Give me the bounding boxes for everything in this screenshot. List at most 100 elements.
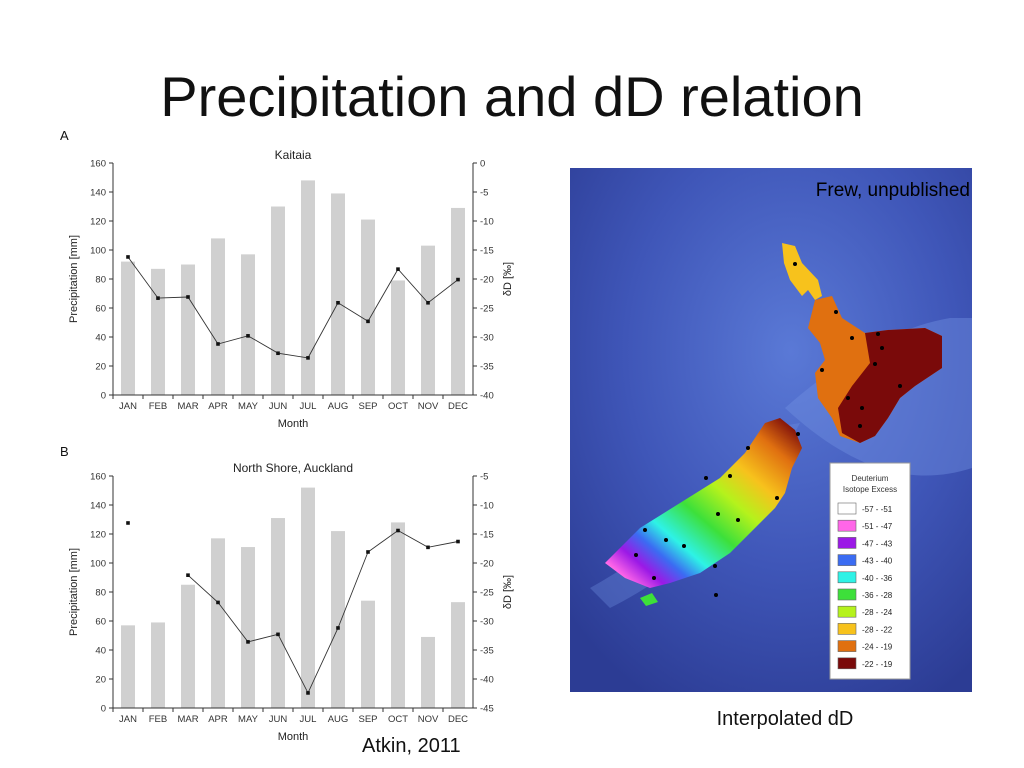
chart-a-xtick-label: JUN: [269, 401, 288, 412]
chart-b-xlabel: Month: [278, 731, 309, 743]
chart-b-xtick-label: JAN: [119, 714, 137, 725]
chart-b-dD-point-dec: [456, 539, 460, 544]
chart-a-bar-jul: [301, 180, 315, 395]
chart-a-y2tick-label: -10: [480, 217, 494, 228]
chart-b-dD-point-apr: [216, 600, 220, 605]
chart-b-ytick-label: 60: [95, 617, 106, 628]
chart-b-ytick-label: 80: [95, 588, 106, 599]
legend-label: -51 - -47: [862, 522, 893, 531]
chart-b-bar-jan: [121, 625, 135, 708]
chart-b-y2tick-label: -15: [480, 530, 494, 541]
chart-b-ytick-label: 160: [90, 472, 106, 483]
chart-a-y2tick-label: -20: [480, 275, 494, 286]
legend-label: -22 - -19: [862, 660, 893, 669]
chart-b-y2tick-label: -20: [480, 559, 494, 570]
chart-a-bar-nov: [421, 245, 435, 395]
chart-a-bar-mar: [181, 264, 195, 395]
chart-a-xtick-label: MAY: [238, 401, 259, 412]
map-northland: [782, 243, 822, 300]
chart-b-y2tick-label: -30: [480, 617, 494, 628]
chart-b-ytick-label: 120: [90, 530, 106, 541]
map-stations: [634, 262, 902, 597]
chart-a-xtick-label: NOV: [418, 401, 439, 412]
chart-a-ytick-label: 60: [95, 304, 106, 315]
map-credit: Frew, unpublished: [815, 180, 970, 201]
chart-b-bar-feb: [151, 622, 165, 708]
chart-a-ytick-label: 140: [90, 188, 106, 199]
chart-b-xtick-label: DEC: [448, 714, 468, 725]
chart-a-dD-point-apr: [216, 342, 220, 346]
chart-b-dD-point-mar: [186, 573, 190, 577]
chart-a-ytick-label: 0: [101, 391, 106, 402]
chart-b-bar-apr: [211, 538, 225, 708]
chart-b-y2tick-label: -40: [480, 675, 494, 686]
chart-b-xtick-label: JUL: [300, 714, 317, 725]
chart-a-dD-line: [127, 256, 459, 359]
chart-a-dD-point-may: [246, 334, 250, 338]
legend-swatch: [837, 554, 857, 566]
chart-b-xtick-label: JUN: [269, 714, 288, 725]
chart-a-xtick-label: MAR: [177, 401, 198, 412]
chart-b-dD-point-jun: [276, 632, 280, 637]
chart-north-shore: North Shore, Auckland 0 20 40 60 80 100 120 140 1…: [68, 461, 514, 743]
chart-b-dD-point-jul: [306, 691, 310, 695]
chart-a-ytick-label: 100: [90, 246, 106, 257]
chart-b-xtick-label: APR: [208, 714, 228, 725]
legend-swatch: [837, 640, 857, 652]
chart-a-xtick-label: SEP: [358, 401, 377, 412]
chart-a-dD-point-dec: [456, 277, 460, 282]
legend-label: -47 - -43: [862, 539, 893, 548]
chart-a-ytick-label: 160: [90, 159, 106, 170]
map-south-island: [605, 418, 802, 588]
legend-label: -28 - -22: [862, 625, 893, 634]
chart-a-xtick-label: JAN: [119, 401, 137, 412]
chart-a-bar-dec: [451, 207, 465, 395]
chart-b-title: North Shore, Auckland: [233, 461, 353, 475]
chart-b-bar-sep: [361, 600, 375, 708]
chart-b-ytick-label: 40: [95, 646, 106, 657]
legend-swatch: [837, 588, 857, 601]
map-north-island-east: [838, 328, 942, 443]
chart-a-dD-point-jun: [276, 351, 280, 356]
chart-a-ytick-label: 40: [95, 333, 106, 344]
chart-b-bar-mar: [181, 584, 195, 708]
map-stewart-island: [640, 593, 658, 606]
chart-b-y2tick-label: -5: [480, 472, 488, 483]
chart-b-bar-dec: [451, 602, 465, 708]
chart-b-y2label: δD [‰]: [502, 575, 514, 609]
chart-a-dD-point-mar: [186, 295, 190, 299]
legend-swatch: [837, 623, 857, 635]
chart-a-bar-jun: [271, 206, 285, 395]
map-caption: Interpolated dD: [716, 708, 854, 730]
chart-b-ylabel: Precipitation [mm]: [68, 548, 80, 636]
chart-a-dD-point-jul: [306, 356, 310, 360]
chart-b-xtick-label: MAR: [177, 714, 198, 725]
chart-a-bar-may: [241, 254, 255, 395]
chart-a-title: Kaitaia: [275, 148, 312, 162]
chart-a-y2tick-label: -40: [480, 391, 494, 402]
panel-label-a: A: [60, 128, 69, 143]
chart-b-y2tick-label: -25: [480, 588, 494, 599]
chart-a-xtick-label: AUG: [328, 401, 349, 412]
chart-a-dD-point-sep: [366, 319, 370, 324]
chart-b-dD-point-nov: [426, 545, 430, 550]
chart-b-bar-jun: [271, 518, 285, 708]
chart-b-dD-point-may: [246, 640, 250, 644]
legend-swatch: [837, 537, 857, 549]
legend-label: -43 - -40: [862, 557, 893, 566]
legend-label: -36 - -28: [862, 591, 893, 600]
chart-a-ylabel: Precipitation [mm]: [68, 235, 80, 323]
chart-b-xtick-label: AUG: [328, 714, 349, 725]
chart-b-ytick-label: 0: [101, 704, 106, 715]
chart-a-ytick-label: 20: [95, 362, 106, 373]
legend-swatch: [837, 657, 857, 670]
chart-a-y2label: δD [‰]: [502, 262, 514, 296]
legend-title: Deuterium: [852, 474, 889, 483]
chart-a-dD-point-nov: [426, 300, 430, 305]
chart-a-xtick-label: DEC: [448, 401, 468, 412]
new-zealand-isotope-map: Deuterium Isotope Excess -57 - -51 -51 - …: [570, 168, 972, 692]
legend-label: -24 - -19: [862, 643, 893, 652]
chart-b-xtick-label: OCT: [388, 714, 408, 725]
chart-a-y2tick-label: 0: [480, 159, 485, 170]
chart-b-dD-line: [187, 529, 459, 694]
